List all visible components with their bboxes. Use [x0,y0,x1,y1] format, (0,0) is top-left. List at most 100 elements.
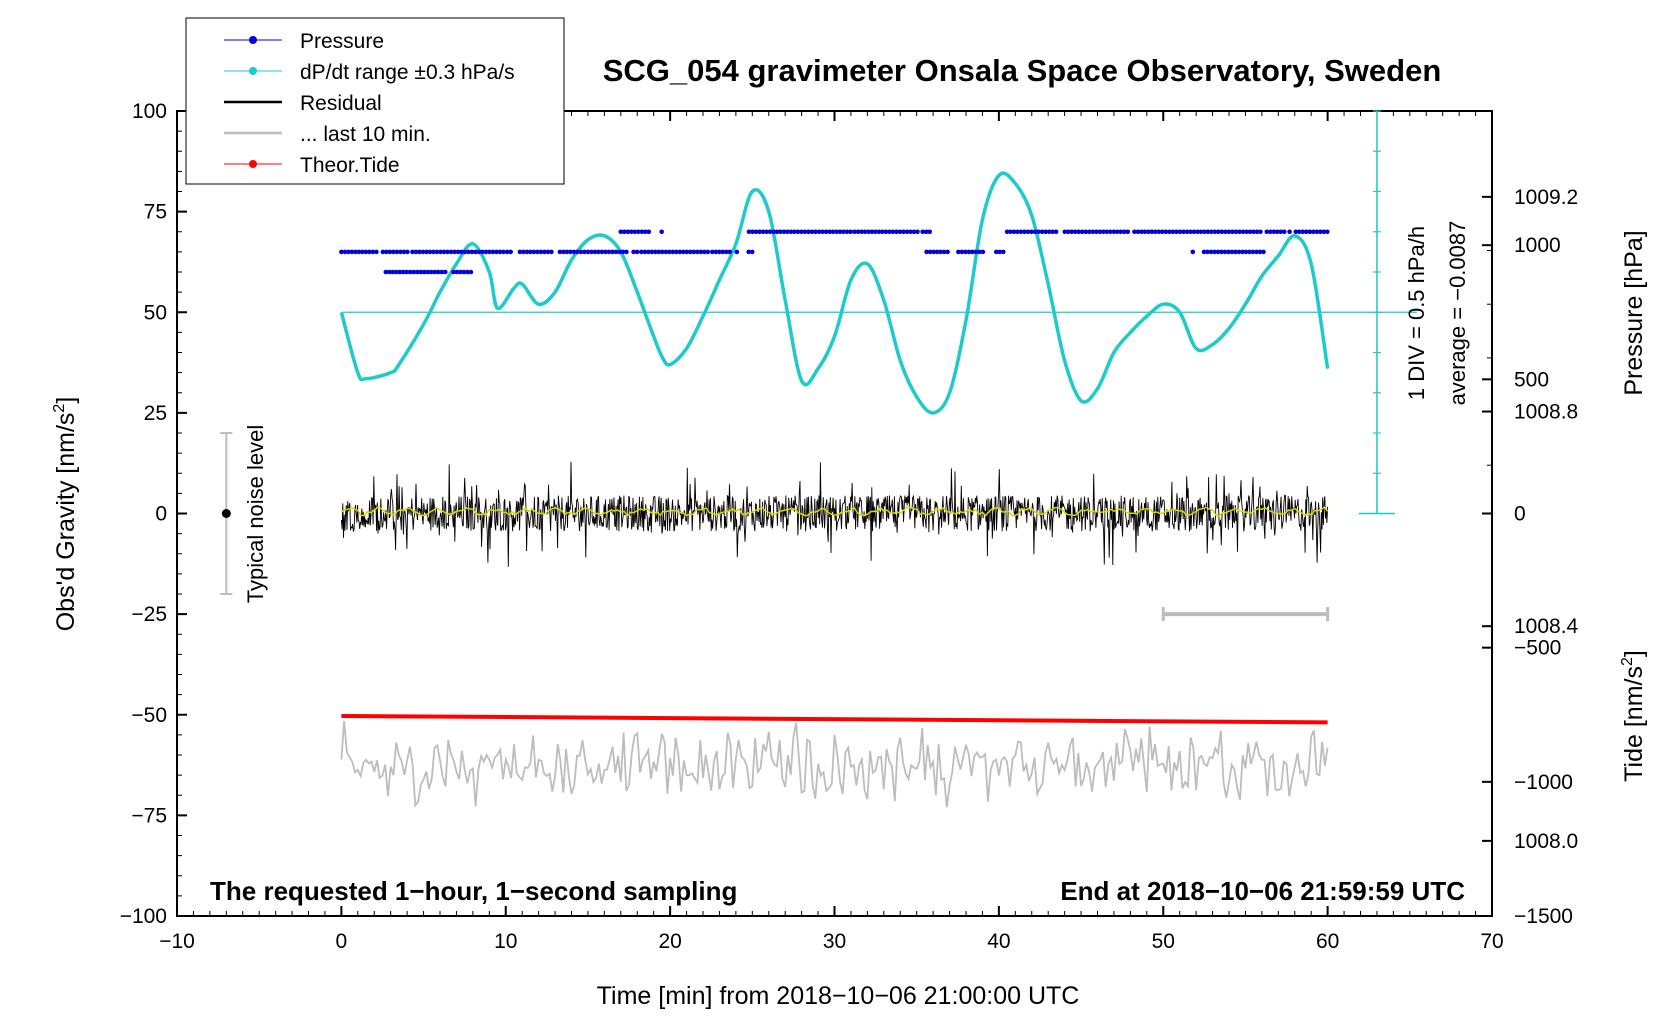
pressure-point [677,249,683,255]
y-axis-title-pressure: Pressure [hPa] [1620,230,1648,395]
pressure-point [1195,229,1200,235]
pressure-point [394,249,400,255]
pressure-point [356,249,362,255]
legend-marker-dpdt [249,67,257,75]
pressure-point [911,229,917,235]
pressure-point [931,249,936,255]
pressure-point [1209,229,1214,235]
pressure-point [1156,229,1162,235]
pressure-point [659,229,664,235]
pressure-point [674,249,679,255]
pressure-point [1142,229,1148,235]
pressure-point [490,249,496,255]
y-tick-label: −75 [131,804,167,827]
pressure-point [970,249,975,255]
pressure-point [1043,229,1048,235]
pressure-point [629,229,634,235]
pressure-point [1258,229,1263,235]
pressure-point [681,249,686,255]
pressure-point [476,249,482,255]
pressure-point [561,249,566,255]
pressure-point [1087,229,1092,235]
pressure-point [1004,229,1010,235]
pressure-point [883,229,889,235]
pressure-point [528,249,533,255]
pressure-point [531,249,537,255]
pressure-point [342,249,348,255]
pressure-point [767,229,773,235]
pressure-point [1008,229,1013,235]
pressure-point [1271,229,1277,235]
pressure-point [632,229,638,235]
residual-smoothed-trace [341,506,1329,517]
pressure-point [1174,229,1179,235]
pressure-point [443,269,448,275]
legend-entry-last10: ... last 10 min. [224,123,431,146]
pressure-point [422,269,427,275]
pressure-point [1069,229,1075,235]
pressure-point [1097,229,1103,235]
pressure-point [994,249,999,255]
pressure-point [367,249,372,255]
pressure-point [391,249,396,255]
dpdt-curve [339,171,1330,415]
pressure-point [387,249,393,255]
pressure-point [1240,229,1246,235]
pressure-point [764,229,769,235]
pressure-scale-div-label: 1 DIV = 0.5 hPa/h [1404,226,1429,400]
legend-label-residual: Residual [300,92,382,115]
pressure-point [894,229,899,235]
legend-label-last10: ... last 10 min. [300,123,431,146]
pressure-point [823,229,829,235]
pressure-point [1181,229,1186,235]
pressure-point [618,229,624,235]
pressure-point [688,249,693,255]
pressure-point [545,249,551,255]
pressure-point [774,229,780,235]
pressure-point [901,229,906,235]
pressure-point [639,249,644,255]
pressure-point [1111,229,1117,235]
pressure-point [980,249,986,255]
pressure-point [455,249,461,255]
pressure-point [1257,249,1263,255]
pressure-point [746,249,751,255]
pressure-point [1236,249,1242,255]
y-tick-label: −50 [131,704,167,727]
pressure-point [959,249,965,255]
tide-tick-label: −1000 [1514,771,1573,794]
pressure-point [1135,229,1141,235]
pressure-point [441,249,447,255]
pressure-point [1001,249,1006,255]
tide-tick-label: −500 [1514,637,1561,660]
pressure-point [809,229,815,235]
pressure-point [370,249,376,255]
pressure-point [461,269,467,275]
pressure-point [646,229,652,235]
pressure-point [524,249,530,255]
pressure-point [1300,229,1306,235]
pressure-point [720,249,726,255]
pressure-point [691,249,697,255]
pressure-point [380,249,386,255]
pressure-point [1251,229,1256,235]
y-axis-title-tide-sup: 2 [1619,657,1636,666]
pressure-point [727,249,733,255]
pressure-point [1250,249,1256,255]
pressure-point [973,249,979,255]
pressure-point [1261,249,1266,255]
pressure-point [1163,229,1169,235]
y-axis-title-tide: Tide [nm/s2] [1619,650,1648,782]
pressure-point [1222,249,1228,255]
pressure-point [1153,229,1158,235]
pressure-point [695,249,700,255]
pressure-point [617,249,622,255]
pressure-tick-label: 1008.0 [1514,830,1578,853]
pressure-point [606,249,612,255]
pressure-point [1247,249,1252,255]
pressure-point [564,249,570,255]
pressure-point [653,249,658,255]
pressure-point [1264,229,1270,235]
pressure-point [1053,229,1059,235]
pressure-point [1015,229,1020,235]
